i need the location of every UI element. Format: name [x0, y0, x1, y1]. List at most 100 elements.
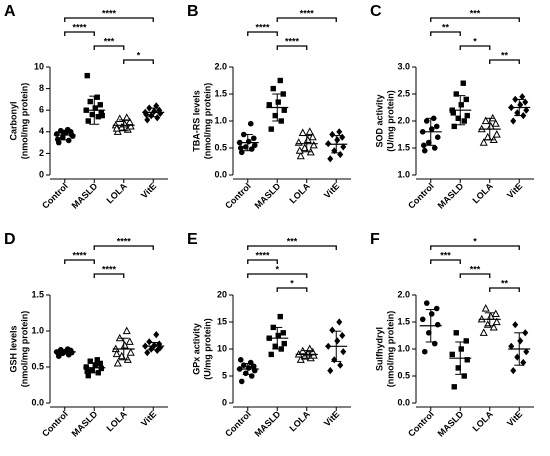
dot [281, 340, 287, 347]
dot [268, 126, 274, 132]
y-tick-label: 2 [39, 148, 44, 158]
dot [510, 367, 517, 375]
significance-bracket [276, 17, 337, 22]
dot [453, 330, 459, 336]
panel-letter: E [187, 231, 198, 248]
significance-label: * [275, 264, 279, 274]
dot [151, 107, 158, 115]
dot [464, 357, 470, 363]
dot [87, 358, 93, 364]
dot [92, 362, 98, 369]
dot [98, 109, 104, 116]
significance-label: **** [72, 22, 87, 32]
x-tick-label: LOLA [104, 181, 129, 206]
dot [455, 365, 461, 371]
dot [120, 340, 129, 349]
dot [54, 136, 61, 143]
y-tick-label: 0.0 [397, 397, 410, 407]
dot [277, 313, 283, 320]
y-tick-label: 1.0 [31, 325, 44, 335]
y-tick-label: 3.0 [397, 61, 410, 71]
dot [492, 130, 501, 138]
dot [491, 119, 500, 127]
dot [115, 114, 124, 122]
panel: E GPx activity (U/mg protein) 0 5 10 15 20 Contr… [187, 231, 351, 439]
dot [308, 132, 317, 141]
dot [154, 114, 161, 122]
panel-letter: D [4, 231, 16, 248]
x-tick-label: Control [223, 409, 253, 439]
significance-bracket [459, 273, 491, 278]
dot [99, 112, 105, 119]
x-tick-label: MASLD [70, 409, 100, 439]
significance-bracket [430, 17, 520, 22]
dot [245, 365, 252, 371]
y-tick-label: 0.5 [397, 370, 410, 380]
significance-bracket [276, 287, 308, 292]
y-axis-label: (nmol/mg protein) [19, 83, 29, 160]
dot [425, 330, 432, 336]
x-tick-label: VitE [322, 181, 341, 200]
significance-label: * [137, 50, 141, 60]
dot [97, 360, 103, 367]
significance-label: **** [285, 36, 300, 46]
significance-label: *** [287, 236, 298, 246]
dot [146, 338, 153, 346]
y-tick-label: 10 [217, 343, 227, 353]
x-tick-label: Control [406, 181, 436, 211]
significance-bracket [93, 273, 125, 278]
y-axis-label: TBA-RS levels [191, 90, 201, 152]
dot [305, 127, 314, 135]
dot [295, 146, 304, 154]
dot [420, 142, 427, 149]
panel: F Sulfhydryl (nmol/mg protein)0.0 0.5 1.0 1.5… [370, 231, 534, 439]
dot [512, 321, 519, 329]
dot [245, 138, 252, 145]
y-tick-label: 20 [217, 289, 227, 299]
dot [449, 351, 455, 358]
dot [464, 112, 470, 119]
dot [461, 373, 467, 379]
dot [113, 358, 122, 367]
y-axis-label: Carbonyl [8, 101, 18, 140]
panel-letter: B [187, 3, 199, 20]
dot [451, 384, 457, 390]
dot [144, 116, 151, 124]
dot [425, 139, 432, 146]
x-tick-label: Control [40, 409, 70, 439]
y-tick-label: 1.0 [214, 115, 227, 125]
dot [492, 317, 501, 326]
panel-letter: C [370, 3, 382, 20]
dot [281, 107, 287, 113]
dot [434, 321, 441, 328]
dot [434, 134, 441, 140]
dot [479, 138, 488, 146]
dot [453, 91, 459, 97]
dot [520, 358, 527, 367]
y-tick-label: 0.0 [31, 397, 44, 407]
dot [250, 363, 257, 370]
dot [340, 143, 347, 151]
y-axis-label: SOD activity [374, 94, 384, 147]
dot [275, 99, 281, 105]
significance-bracket [276, 45, 308, 50]
significance-label: ** [501, 50, 509, 60]
significance-label: ** [501, 278, 509, 288]
dot [523, 106, 530, 114]
y-axis-label: GSH levels [8, 325, 18, 372]
x-tick-label: Control [406, 409, 436, 439]
dot [334, 136, 341, 144]
dot [280, 91, 286, 97]
dot [84, 72, 90, 79]
dot [305, 344, 314, 353]
dot [59, 134, 66, 140]
y-tick-label: 1.0 [397, 343, 410, 353]
significance-bracket [123, 59, 154, 64]
y-tick-label: 0.5 [214, 142, 227, 152]
dot [98, 365, 104, 372]
dot [237, 357, 244, 363]
dot [522, 98, 529, 106]
x-tick-label: LOLA [104, 409, 129, 434]
dot [144, 349, 151, 357]
y-tick-label: 5 [222, 370, 227, 380]
